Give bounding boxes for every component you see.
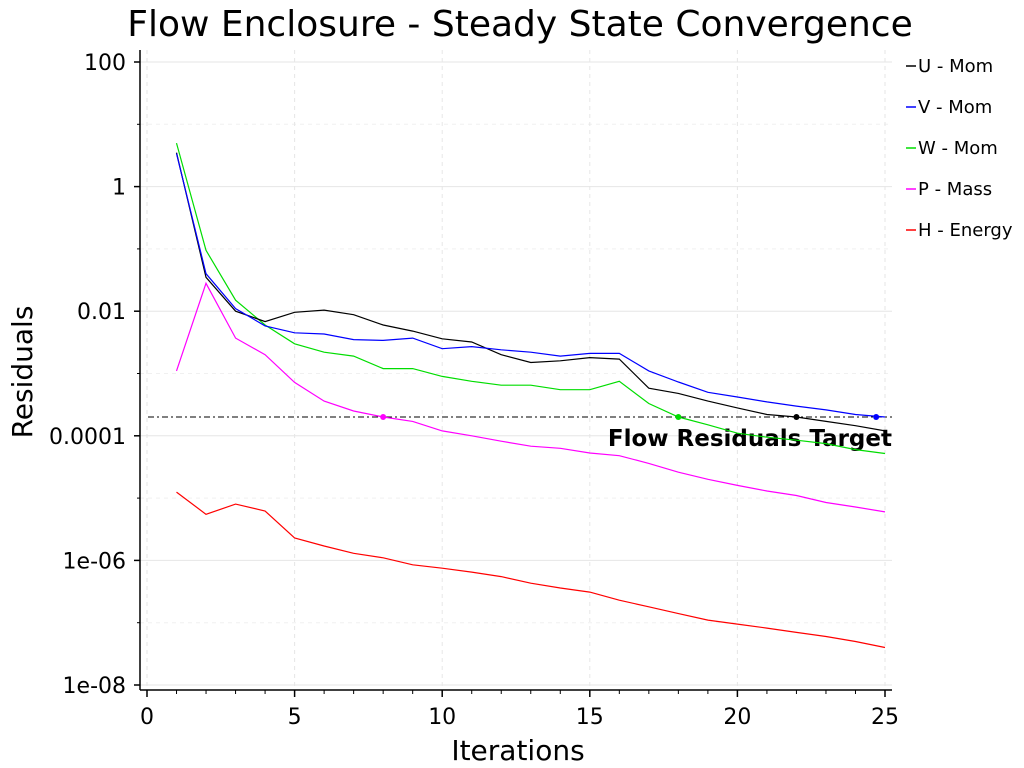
x-tick-label: 0 (140, 705, 154, 730)
target-marker-point (675, 414, 682, 421)
x-tick-label: 5 (288, 705, 302, 730)
target-marker-point (793, 414, 800, 421)
series-group (175, 142, 886, 649)
y-axis-ticks: 1e-08 1e-06 0.0001 0.01 1 100 (49, 51, 140, 699)
target-marker-point (873, 414, 880, 421)
legend-label: P - Mass (918, 179, 992, 200)
series-line-w-mom (175, 142, 886, 455)
y-axis-label: Residuals (6, 306, 39, 439)
series-line-p-mass (175, 281, 886, 513)
grid-lines (140, 50, 892, 690)
y-tick-label: 100 (84, 51, 126, 76)
y-tick-label: 1e-06 (63, 549, 126, 574)
y-tick-label: 1e-08 (63, 674, 126, 699)
legend-label: W - Mom (918, 138, 998, 159)
y-tick-label: 0.01 (77, 300, 126, 325)
x-tick-label: 20 (723, 705, 751, 730)
y-tick-label: 1 (112, 176, 126, 201)
series-line-v-mom (175, 153, 886, 418)
x-axis-label: Iterations (451, 734, 584, 767)
x-tick-label: 25 (871, 705, 899, 730)
series-line-u-mom (175, 152, 886, 432)
legend-label: V - Mom (918, 97, 992, 118)
x-tick-label: 10 (428, 705, 456, 730)
x-axis-ticks: 0 5 10 15 20 25 (140, 690, 899, 730)
legend-label: H - Energy (918, 220, 1013, 241)
y-tick-label: 0.0001 (49, 425, 126, 450)
plot-background (140, 50, 892, 690)
legend-label: U - Mom (918, 56, 993, 77)
target-markers (380, 414, 880, 421)
series-line-h-energy (176, 491, 886, 649)
legend: U - Mom V - Mom W - Mom P - Mass H - Energy (906, 56, 1013, 241)
x-tick-label: 15 (576, 705, 604, 730)
target-marker-point (380, 414, 387, 421)
chart-title: Flow Enclosure - Steady State Convergenc… (127, 4, 912, 45)
